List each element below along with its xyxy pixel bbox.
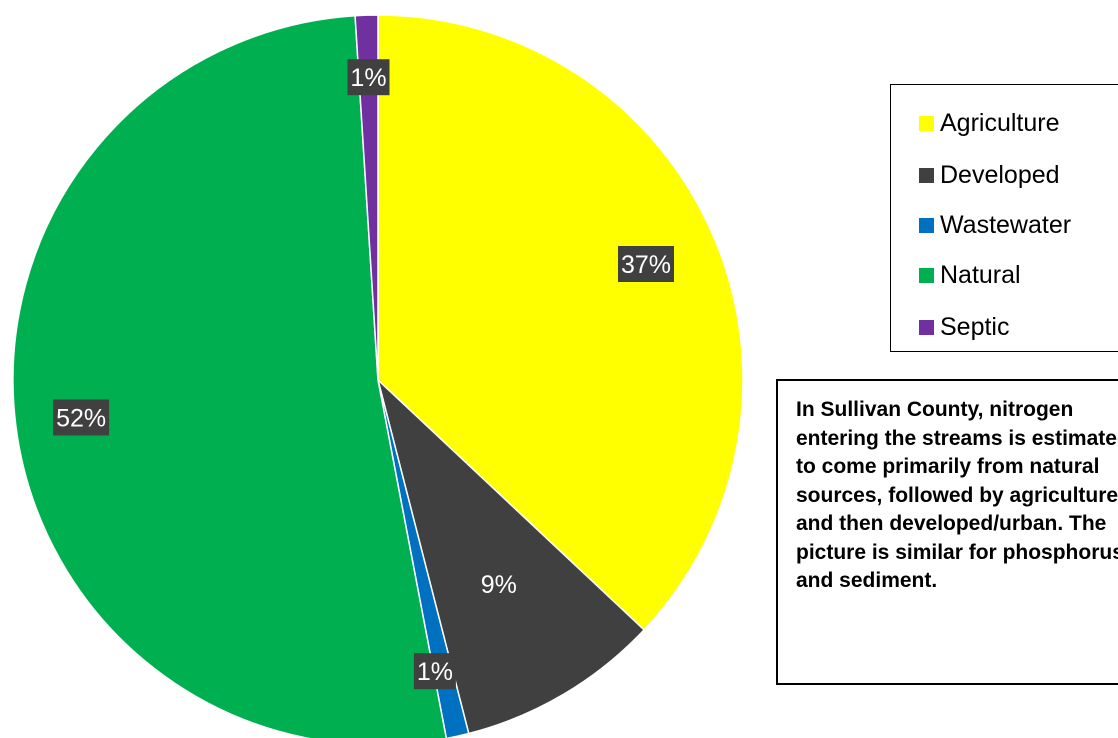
pie-slice-natural — [12, 14, 448, 738]
data-label-box-septic — [347, 59, 390, 96]
data-label-box-developed — [477, 566, 520, 603]
legend-item-wastewater: Wastewater — [919, 207, 1071, 243]
legend-item-septic: Septic — [919, 309, 1009, 345]
data-label-text-natural: 52% — [56, 405, 106, 433]
legend-label-natural: Natural — [940, 260, 1021, 289]
pie-slice-agriculture — [377, 14, 744, 631]
legend-swatch-agriculture — [919, 115, 934, 131]
data-label-text-wastewater: 1% — [417, 658, 453, 686]
pie-data-labels: 37% 9% 1% 52% 1% — [53, 59, 674, 690]
legend-item-natural: Natural — [919, 257, 1021, 293]
legend-swatch-natural — [919, 267, 934, 283]
pie-slice-septic — [354, 14, 379, 381]
pie-slice-wastewater — [377, 379, 470, 738]
data-label-wastewater: 1% — [413, 653, 456, 690]
data-label-box-natural — [53, 399, 110, 436]
chart-legend: Agriculture Developed Wastewater Natural… — [890, 84, 1118, 352]
legend-label-agriculture: Agriculture — [940, 108, 1060, 137]
pie-slices — [12, 14, 744, 738]
legend-swatch-developed — [919, 167, 934, 183]
annotation-box: In Sullivan County, nitrogen entering th… — [776, 379, 1118, 685]
data-label-natural: 52% — [53, 399, 110, 436]
pie-slice-developed — [376, 377, 646, 735]
data-label-septic: 1% — [347, 59, 390, 96]
annotation-text: In Sullivan County, nitrogen entering th… — [796, 398, 1118, 592]
legend-item-agriculture: Agriculture — [919, 105, 1060, 141]
data-label-text-developed: 9% — [481, 571, 517, 599]
legend-label-developed: Developed — [940, 160, 1060, 189]
legend-label-wastewater: Wastewater — [940, 210, 1072, 239]
data-label-box-wastewater — [413, 653, 456, 690]
data-label-text-septic: 1% — [350, 64, 386, 92]
legend-label-septic: Septic — [940, 312, 1010, 341]
legend-swatch-wastewater — [919, 217, 934, 233]
data-label-developed: 9% — [477, 566, 520, 603]
legend-item-developed: Developed — [919, 157, 1060, 193]
data-label-box-agriculture — [618, 246, 674, 282]
data-label-text-agriculture: 37% — [621, 251, 671, 279]
data-label-agriculture: 37% — [618, 246, 674, 282]
legend-swatch-septic — [919, 319, 934, 335]
